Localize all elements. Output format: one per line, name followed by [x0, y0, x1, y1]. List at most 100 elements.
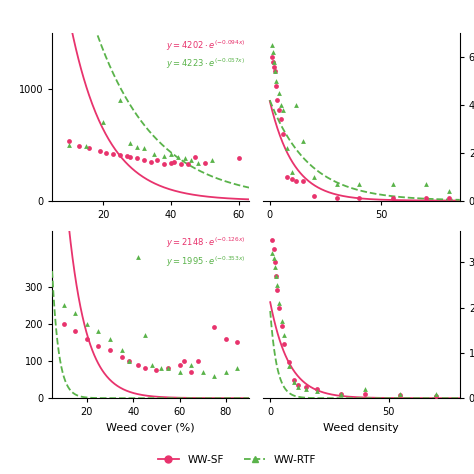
- Point: [133, 143, 141, 151]
- Point: [210, 324, 218, 331]
- Point: [273, 77, 280, 85]
- Point: [116, 151, 124, 159]
- Point: [397, 391, 404, 398]
- Point: [116, 96, 124, 104]
- Point: [177, 160, 185, 168]
- Point: [270, 63, 278, 71]
- Point: [278, 322, 286, 329]
- Point: [181, 357, 188, 365]
- Point: [285, 363, 293, 370]
- Point: [279, 130, 287, 137]
- Point: [109, 150, 117, 157]
- Point: [133, 155, 141, 162]
- Point: [397, 390, 404, 397]
- Point: [273, 96, 281, 104]
- Point: [167, 159, 175, 166]
- X-axis label: Weed cover (%): Weed cover (%): [106, 423, 195, 433]
- Point: [333, 180, 340, 188]
- Point: [314, 388, 321, 395]
- Point: [288, 168, 296, 176]
- Point: [272, 272, 280, 280]
- Point: [194, 159, 202, 166]
- Point: [445, 194, 452, 202]
- Point: [268, 41, 275, 49]
- Point: [118, 346, 126, 354]
- Legend: WW-SF, WW-RTF: WW-SF, WW-RTF: [154, 450, 320, 469]
- Point: [234, 365, 241, 372]
- Point: [333, 194, 340, 202]
- Point: [269, 250, 276, 257]
- Text: $y = 4223 \cdot e^{(-0.057x)}$: $y = 4223 \cdot e^{(-0.057x)}$: [166, 56, 245, 71]
- Point: [157, 365, 165, 372]
- Point: [181, 155, 188, 162]
- Point: [268, 53, 275, 61]
- Point: [153, 366, 160, 374]
- Point: [199, 368, 207, 376]
- Point: [276, 304, 283, 311]
- Point: [275, 89, 283, 97]
- Point: [125, 357, 132, 365]
- Point: [208, 156, 216, 164]
- Point: [140, 145, 147, 152]
- Point: [72, 328, 79, 335]
- Point: [176, 368, 183, 376]
- Point: [432, 392, 440, 400]
- Point: [65, 141, 73, 148]
- Point: [95, 328, 102, 335]
- Point: [283, 144, 291, 152]
- Text: $y = 2148 \cdot e^{(-0.126x)}$: $y = 2148 \cdot e^{(-0.126x)}$: [165, 236, 245, 250]
- Point: [106, 346, 114, 354]
- Point: [127, 153, 134, 161]
- Point: [235, 155, 243, 162]
- Point: [164, 365, 172, 372]
- Point: [272, 68, 279, 75]
- Point: [65, 137, 73, 145]
- Point: [201, 159, 209, 166]
- Point: [422, 194, 430, 202]
- Point: [167, 150, 175, 157]
- Point: [60, 320, 67, 328]
- Point: [310, 192, 318, 200]
- Point: [283, 173, 291, 181]
- Point: [60, 301, 67, 309]
- Point: [276, 300, 283, 307]
- Point: [187, 368, 195, 376]
- Point: [150, 150, 158, 157]
- Point: [389, 180, 396, 188]
- Point: [147, 158, 155, 165]
- Point: [164, 365, 172, 372]
- Point: [290, 379, 298, 386]
- Point: [269, 48, 277, 56]
- Point: [314, 385, 321, 393]
- Point: [300, 178, 307, 185]
- Point: [337, 390, 345, 397]
- Point: [103, 149, 110, 156]
- Point: [188, 156, 195, 164]
- Point: [295, 383, 302, 391]
- Point: [278, 318, 286, 325]
- Point: [272, 68, 279, 75]
- Point: [123, 152, 131, 160]
- Point: [288, 175, 296, 183]
- Point: [389, 194, 396, 202]
- Point: [72, 309, 79, 316]
- Point: [272, 272, 280, 280]
- Point: [302, 385, 310, 393]
- Point: [95, 342, 102, 350]
- Point: [174, 153, 182, 161]
- Point: [83, 335, 91, 342]
- Point: [160, 160, 168, 168]
- Point: [83, 320, 91, 328]
- Point: [279, 106, 287, 113]
- Point: [290, 376, 298, 384]
- Point: [356, 194, 363, 202]
- Point: [277, 116, 284, 123]
- Point: [361, 385, 369, 393]
- Point: [285, 358, 293, 366]
- Point: [269, 236, 276, 244]
- Point: [86, 145, 93, 152]
- Point: [273, 82, 280, 90]
- Point: [273, 286, 281, 293]
- Point: [295, 381, 302, 388]
- X-axis label: Weed density: Weed density: [323, 423, 399, 433]
